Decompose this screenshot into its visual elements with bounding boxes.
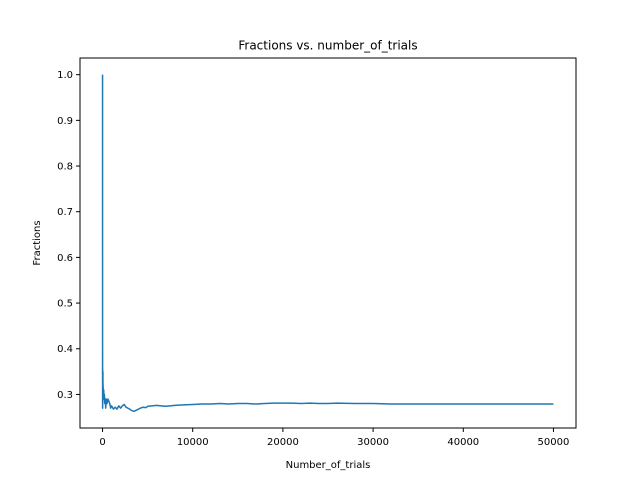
y-tick-label: 0.8 [57, 162, 73, 173]
x-axis-title: Number_of_trials [286, 460, 371, 471]
x-tick-label: 50000 [538, 437, 570, 448]
x-tick-label: 20000 [267, 437, 299, 448]
x-tick-label: 10000 [177, 437, 209, 448]
series-line-group [101, 74, 554, 413]
y-tick-label: 0.9 [57, 116, 73, 127]
y-tick-label: 0.7 [57, 207, 73, 218]
plot-frame [79, 57, 577, 429]
x-tick-label: 40000 [447, 437, 479, 448]
y-axis-title: Fractions [32, 220, 43, 265]
y-tick-label: 1.0 [57, 70, 73, 81]
x-axis: 0 10000 20000 30000 40000 50000 [99, 428, 569, 448]
series-line-0 [101, 74, 554, 413]
chart-title: Fractions vs. number_of_trials [238, 39, 417, 53]
y-tick-label: 0.3 [57, 390, 73, 401]
x-tick-label: 0 [99, 437, 105, 448]
y-axis: 0.3 0.4 0.5 0.6 0.7 0.8 0.9 1.0 [57, 70, 80, 401]
y-tick-label: 0.6 [57, 253, 73, 264]
y-tick-label: 0.4 [57, 344, 73, 355]
y-tick-label: 0.5 [57, 299, 73, 310]
x-tick-label: 30000 [357, 437, 389, 448]
